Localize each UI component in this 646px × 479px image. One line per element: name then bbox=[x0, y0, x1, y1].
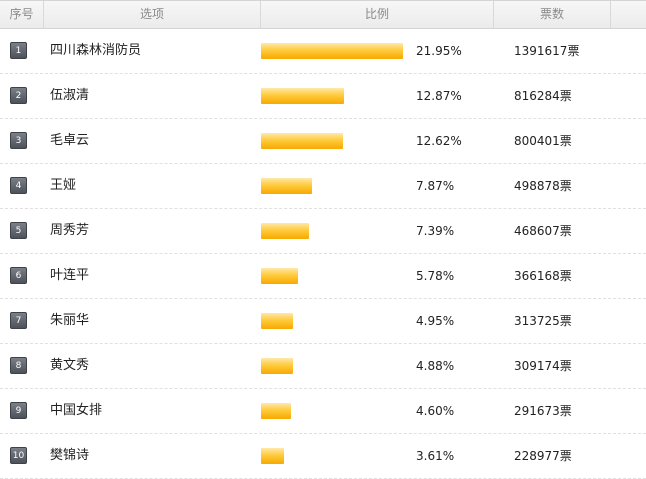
rank-badge: 7 bbox=[10, 312, 27, 329]
header-option: 选项 bbox=[44, 1, 261, 28]
rank-badge: 2 bbox=[10, 87, 27, 104]
rank-badge: 1 bbox=[10, 42, 27, 59]
ratio-percent: 5.78% bbox=[416, 269, 455, 283]
vote-count: 309174票 bbox=[514, 359, 572, 373]
table-row: 7 朱丽华 4.95% 313725票 bbox=[0, 299, 646, 344]
ratio-percent: 7.39% bbox=[416, 224, 455, 238]
option-name: 周秀芳 bbox=[50, 223, 90, 238]
ratio-percent: 21.95% bbox=[416, 44, 462, 58]
header-spacer bbox=[611, 1, 646, 28]
option-name: 叶连平 bbox=[50, 268, 90, 283]
option-name: 伍淑清 bbox=[50, 88, 90, 103]
ratio-bar bbox=[261, 88, 344, 104]
ratio-bar bbox=[261, 403, 291, 419]
table-row: 5 周秀芳 7.39% 468607票 bbox=[0, 209, 646, 254]
ratio-percent: 7.87% bbox=[416, 179, 455, 193]
ratio-bar bbox=[261, 268, 298, 284]
rank-badge: 4 bbox=[10, 177, 27, 194]
ratio-percent: 4.88% bbox=[416, 359, 455, 373]
table-row: 9 中国女排 4.60% 291673票 bbox=[0, 389, 646, 434]
ratio-bar bbox=[261, 313, 293, 329]
vote-count: 291673票 bbox=[514, 404, 572, 418]
ratio-bar bbox=[261, 358, 293, 374]
table-row: 4 王娅 7.87% 498878票 bbox=[0, 164, 646, 209]
vote-count: 228977票 bbox=[514, 449, 572, 463]
rank-badge: 5 bbox=[10, 222, 27, 239]
vote-count: 1391617票 bbox=[514, 44, 580, 58]
ratio-bar bbox=[261, 223, 309, 239]
header-ratio: 比例 bbox=[261, 1, 494, 28]
ratio-percent: 4.60% bbox=[416, 404, 455, 418]
vote-count: 366168票 bbox=[514, 269, 572, 283]
ratio-bar bbox=[261, 43, 403, 59]
header-votes: 票数 bbox=[494, 1, 611, 28]
option-name: 四川森林消防员 bbox=[50, 43, 142, 58]
table-row: 6 叶连平 5.78% 366168票 bbox=[0, 254, 646, 299]
rank-badge: 10 bbox=[10, 447, 27, 464]
ratio-percent: 12.87% bbox=[416, 89, 462, 103]
option-name: 朱丽华 bbox=[50, 313, 90, 328]
table-row: 10 樊锦诗 3.61% 228977票 bbox=[0, 434, 646, 479]
option-name: 中国女排 bbox=[50, 403, 103, 418]
ratio-bar bbox=[261, 133, 343, 149]
vote-count: 498878票 bbox=[514, 179, 572, 193]
option-name: 毛卓云 bbox=[50, 133, 90, 148]
header-index: 序号 bbox=[0, 1, 44, 28]
vote-count: 816284票 bbox=[514, 89, 572, 103]
ratio-bar bbox=[261, 178, 312, 194]
vote-count: 313725票 bbox=[514, 314, 572, 328]
option-name: 黄文秀 bbox=[50, 358, 90, 373]
table-header: 序号 选项 比例 票数 bbox=[0, 0, 646, 29]
ratio-percent: 12.62% bbox=[416, 134, 462, 148]
rank-badge: 6 bbox=[10, 267, 27, 284]
ratio-percent: 4.95% bbox=[416, 314, 455, 328]
option-name: 樊锦诗 bbox=[50, 448, 90, 463]
rank-badge: 9 bbox=[10, 402, 27, 419]
vote-count: 800401票 bbox=[514, 134, 572, 148]
rank-badge: 3 bbox=[10, 132, 27, 149]
table-row: 8 黄文秀 4.88% 309174票 bbox=[0, 344, 646, 389]
ratio-bar bbox=[261, 448, 284, 464]
vote-count: 468607票 bbox=[514, 224, 572, 238]
rank-badge: 8 bbox=[10, 357, 27, 374]
ratio-percent: 3.61% bbox=[416, 449, 455, 463]
table-row: 1 四川森林消防员 21.95% 1391617票 bbox=[0, 29, 646, 74]
table-row: 3 毛卓云 12.62% 800401票 bbox=[0, 119, 646, 164]
table-body: 1 四川森林消防员 21.95% 1391617票 2 伍淑清 12.87% 816284票 3… bbox=[0, 29, 646, 479]
table-row: 2 伍淑清 12.87% 816284票 bbox=[0, 74, 646, 119]
option-name: 王娅 bbox=[50, 178, 77, 193]
